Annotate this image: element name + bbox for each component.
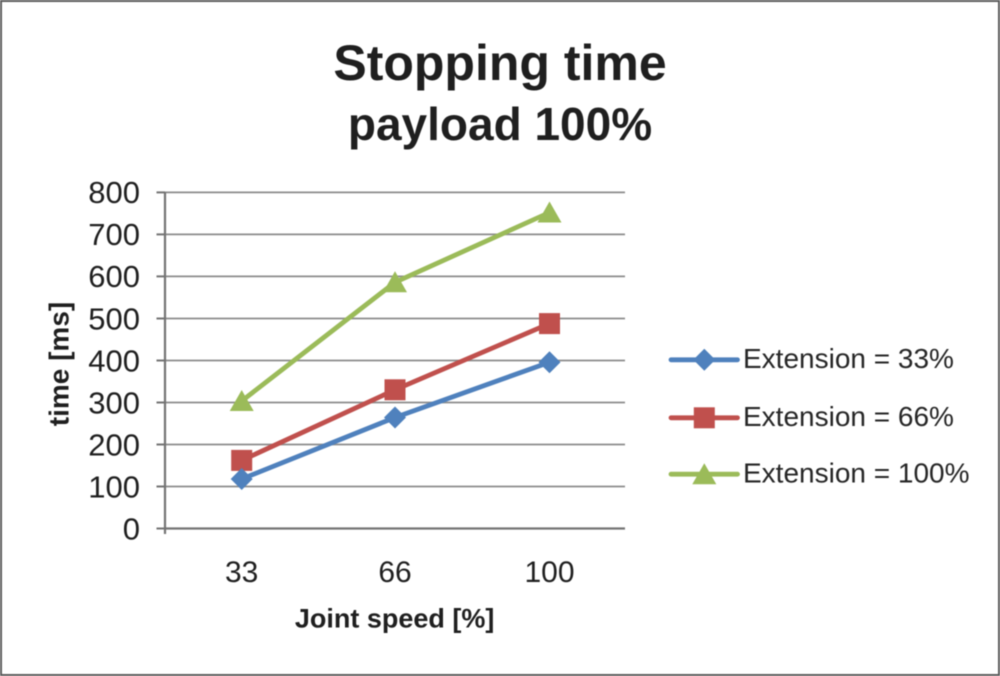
svg-text:700: 700 [88, 217, 140, 252]
svg-text:600: 600 [88, 259, 140, 294]
svg-text:400: 400 [88, 343, 140, 378]
svg-text:66: 66 [378, 556, 411, 589]
svg-text:200: 200 [88, 427, 140, 462]
svg-text:time [ms]: time [ms] [44, 302, 75, 426]
svg-text:Extension = 33%: Extension = 33% [743, 343, 954, 374]
svg-text:payload 100%: payload 100% [348, 98, 652, 150]
svg-text:500: 500 [88, 301, 140, 336]
svg-text:Extension = 100%: Extension = 100% [743, 458, 970, 489]
svg-text:300: 300 [88, 385, 140, 420]
svg-text:Extension = 66%: Extension = 66% [743, 401, 954, 432]
svg-text:100: 100 [524, 556, 574, 589]
svg-text:100: 100 [88, 469, 140, 504]
svg-text:Joint speed [%]: Joint speed [%] [295, 603, 495, 633]
svg-text:0: 0 [123, 511, 140, 546]
svg-text:33: 33 [225, 556, 258, 589]
svg-text:Stopping time: Stopping time [333, 35, 666, 91]
svg-text:800: 800 [88, 175, 140, 210]
